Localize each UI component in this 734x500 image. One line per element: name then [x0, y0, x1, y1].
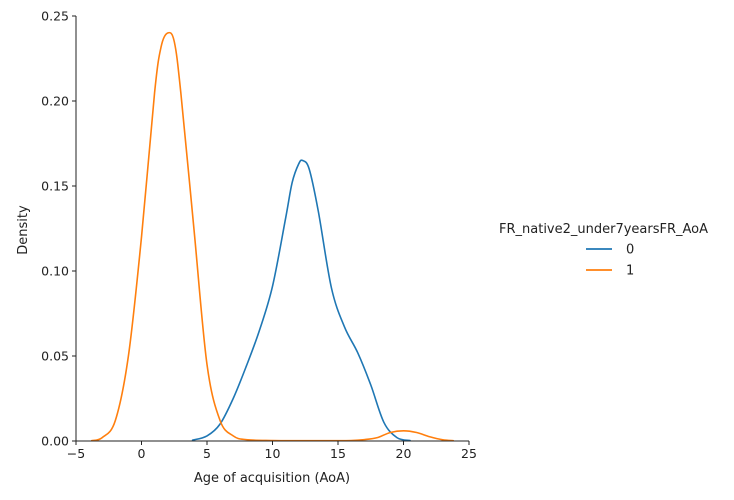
- x-tick-label: −5: [67, 446, 85, 461]
- x-tick-label: 0: [138, 446, 146, 461]
- y-tick-label: 0.15: [41, 179, 69, 194]
- x-tick-label: 25: [461, 446, 477, 461]
- legend: FR_native2_under7yearsFR_AoA 0 1: [499, 222, 708, 279]
- x-tick-label: 15: [330, 446, 346, 461]
- y-tick-label: 0.20: [41, 94, 69, 109]
- legend-label-1: 1: [626, 264, 634, 279]
- legend-title: FR_native2_under7yearsFR_AoA: [499, 222, 708, 237]
- plot-area: [90, 31, 455, 442]
- density-line-series-0: [191, 159, 411, 442]
- x-tick-label: 5: [203, 446, 211, 461]
- y-tick-label: 0.10: [41, 264, 69, 279]
- x-axis-label: Age of acquisition (AoA): [194, 471, 350, 486]
- axes: −5 0 5 10 15 20 25 0.00 0.05 0.10 0.15 0.20 0.25: [41, 9, 477, 462]
- legend-label-0: 0: [626, 243, 634, 258]
- y-tick-label: 0.00: [41, 434, 69, 449]
- y-tick-label: 0.25: [41, 9, 69, 24]
- density-line-series-1: [90, 31, 455, 442]
- y-axis-label: Density: [16, 205, 31, 255]
- x-tick-label: 10: [265, 446, 281, 461]
- y-tick-label: 0.05: [41, 349, 69, 364]
- x-tick-label: 20: [396, 446, 412, 461]
